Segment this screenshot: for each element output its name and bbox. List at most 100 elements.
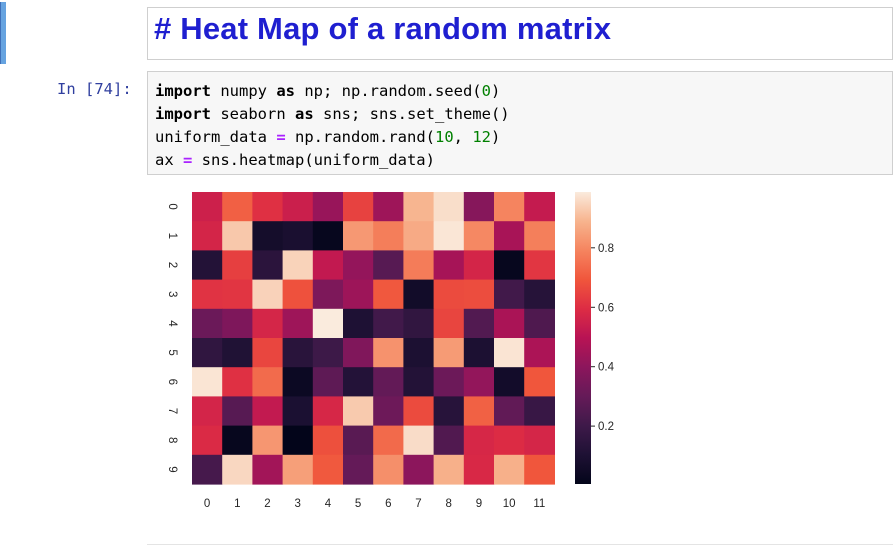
heatmap-cell (433, 454, 465, 485)
heatmap-cell (524, 454, 555, 485)
heatmap-cell (252, 454, 284, 485)
heatmap-cell (463, 250, 495, 281)
heatmap-cell (282, 250, 314, 281)
heatmap-cell (433, 250, 465, 281)
cell-selection-indicator (0, 2, 6, 64)
heatmap-cell (222, 367, 253, 397)
heatmap-cell (373, 396, 404, 427)
heatmap-cell (222, 279, 253, 310)
heatmap-cell (343, 192, 374, 222)
heatmap-cell (433, 221, 465, 251)
heatmap-cell (403, 192, 435, 222)
cell-prompt: In [74]: (57, 80, 132, 98)
heatmap-cell (494, 338, 525, 368)
code-token: ) (491, 128, 501, 146)
heatmap-cell (222, 250, 253, 281)
x-tick-label: 9 (476, 498, 482, 510)
heatmap-cell (524, 250, 555, 281)
heatmap-cell (343, 396, 374, 427)
x-tick-label: 0 (204, 498, 210, 510)
heatmap-cell (343, 425, 374, 456)
heatmap-cell (494, 454, 525, 485)
heatmap-cell (252, 425, 284, 456)
heatmap-cell (463, 308, 495, 339)
code-token: as (295, 105, 314, 123)
y-tick-label: 4 (166, 320, 178, 327)
heatmap-cell (192, 250, 223, 281)
heatmap-cell (403, 396, 435, 427)
heatmap-cell (282, 338, 314, 368)
heatmap-cell (192, 338, 223, 368)
heatmap-cell (252, 338, 284, 368)
y-tick-label: 0 (166, 203, 178, 209)
heatmap-cell (524, 192, 555, 222)
code-editor[interactable]: import numpy as np; np.random.seed(0) imp… (155, 80, 510, 172)
heatmap-cell (252, 279, 284, 310)
code-token: np; np.random.seed( (295, 82, 482, 100)
cell-output: 0 1 2 3 4 5 6 7 8 9 10 11 0 1 2 3 4 5 6 7 8 9 0.2 0.4 0.6 0.8 (147, 176, 893, 546)
heatmap-cell (192, 221, 223, 251)
heatmap-cell (222, 221, 253, 251)
heatmap-cell (312, 454, 344, 485)
markdown-heading: # Heat Map of a random matrix (154, 11, 612, 46)
code-token: sns.heatmap(uniform_data) (192, 151, 435, 169)
code-token: 12 (472, 128, 491, 146)
code-token: uniform_data (155, 128, 277, 146)
heatmap-cell (433, 192, 465, 222)
heatmap-cell (433, 279, 465, 310)
heatmap-cell (463, 454, 495, 485)
colorbar-tick-label: 0.8 (598, 243, 614, 255)
heatmap-cell (403, 454, 435, 485)
heatmap-cell (494, 425, 525, 456)
heatmap-cell (222, 396, 253, 427)
heatmap-cell (494, 250, 525, 281)
heatmap-cell (312, 279, 344, 310)
heatmap-cell (222, 192, 253, 222)
heatmap-cell (433, 308, 465, 339)
heatmap-cell (282, 279, 314, 310)
heatmap-cell (343, 338, 374, 368)
heatmap-cell (373, 425, 404, 456)
heatmap-cell (524, 338, 555, 368)
heatmap-cell (373, 221, 404, 251)
code-cell-input[interactable]: import numpy as np; np.random.seed(0) imp… (147, 71, 893, 175)
x-tick-label: 3 (294, 498, 300, 510)
heatmap-cell (433, 396, 465, 427)
heatmap-cell (252, 396, 284, 427)
heatmap-cell (282, 454, 314, 485)
heatmap-cell (192, 279, 223, 310)
heatmap-cell (343, 250, 374, 281)
heatmap-cell (312, 250, 344, 281)
heatmap-cell (373, 367, 404, 397)
heatmap-chart: 0 1 2 3 4 5 6 7 8 9 10 11 0 1 2 3 4 5 6 7 8 9 0.2 0.4 0.6 0.8 (166, 192, 615, 510)
heatmap-cell (282, 221, 314, 251)
markdown-cell[interactable]: # Heat Map of a random matrix (0, 0, 895, 66)
heatmap-cell (463, 425, 495, 456)
heatmap-cell (524, 425, 555, 456)
heatmap-cell (494, 396, 525, 427)
colorbar-tick-label: 0.4 (598, 362, 615, 374)
heatmap-cell (403, 279, 435, 310)
heatmap-cell (524, 308, 555, 339)
heatmap-cell (343, 308, 374, 339)
code-line: uniform_data = np.random.rand(10, 12) (155, 126, 510, 149)
heatmap-cell (524, 367, 555, 397)
colorbar-tick-label: 0.2 (598, 421, 614, 433)
heatmap-cell (343, 221, 374, 251)
heatmap-cell (433, 425, 465, 456)
heatmap-cell (192, 396, 223, 427)
heatmap-cell (252, 192, 284, 222)
y-tick-label: 5 (166, 349, 178, 355)
heatmap-cell (282, 192, 314, 222)
x-tick-label: 7 (415, 498, 421, 510)
heatmap-cell (494, 192, 525, 222)
code-token: , (453, 128, 473, 146)
markdown-cell-box[interactable]: # Heat Map of a random matrix (147, 7, 893, 60)
heatmap-cell (403, 221, 435, 251)
heatmap-cell (222, 308, 253, 339)
heatmap-cell (252, 250, 284, 281)
x-tick-label: 8 (445, 498, 451, 510)
heatmap-cell (433, 338, 465, 368)
heatmap-cell (312, 221, 344, 251)
code-line: import numpy as np; np.random.seed(0) (155, 80, 510, 103)
